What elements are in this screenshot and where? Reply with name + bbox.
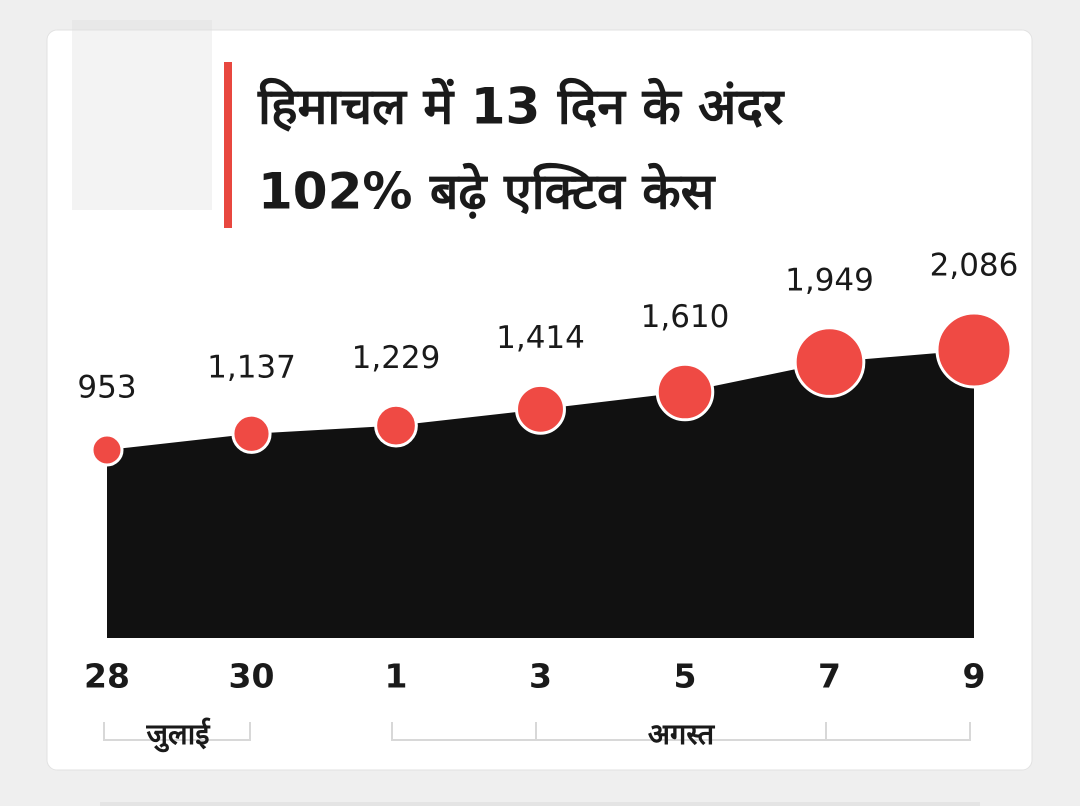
divider — [100, 802, 980, 806]
x-tick-label: 28 — [84, 657, 130, 696]
marker — [793, 326, 866, 398]
marker — [231, 413, 272, 454]
month-label: अगस्त — [648, 717, 716, 751]
x-tick-label: 5 — [674, 657, 697, 696]
value-label: 1,949 — [785, 262, 874, 298]
value-label: 1,414 — [496, 320, 585, 356]
month-label: जुलाई — [146, 717, 212, 753]
watermark — [72, 20, 212, 210]
x-tick-label: 1 — [385, 657, 408, 696]
month-brackets — [103, 722, 971, 741]
x-tick-label: 30 — [229, 657, 275, 696]
x-tick-label: 7 — [818, 657, 841, 696]
value-label: 1,137 — [207, 350, 296, 386]
x-tick-label: 9 — [963, 657, 986, 696]
value-label: 2,086 — [930, 248, 1019, 284]
value-label: 953 — [77, 370, 136, 406]
marker — [515, 383, 566, 435]
marker — [90, 433, 124, 467]
title-accent — [224, 62, 232, 228]
value-label: 1,229 — [352, 340, 441, 376]
area — [107, 350, 974, 638]
marker — [655, 362, 715, 422]
chart-title: 102% बढ़े एक्टिव केस — [258, 163, 717, 221]
marker — [374, 403, 418, 448]
chart-title: हिमाचल में 13 दिन के अंदर — [257, 78, 785, 136]
x-tick-label: 3 — [529, 657, 552, 696]
value-label: 1,610 — [641, 299, 730, 335]
marker — [935, 311, 1013, 389]
